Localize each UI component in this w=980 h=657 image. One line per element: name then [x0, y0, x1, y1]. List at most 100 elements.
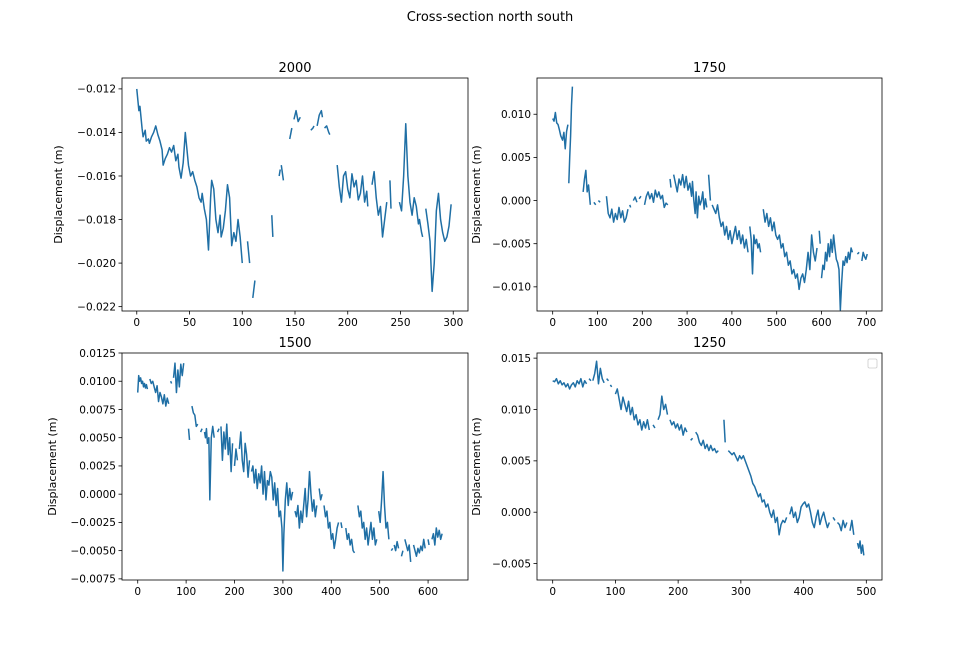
x-tick-label: 400: [321, 586, 341, 598]
series-line-segment-0-13: [389, 180, 392, 209]
series-line-segment-0-14: [398, 122, 424, 238]
x-tick-label: 100: [605, 586, 625, 598]
series-line-segment-3-12: [727, 450, 788, 536]
series-line-segment-0-15: [425, 192, 452, 293]
x-tick-label: 500: [370, 586, 390, 598]
x-tick-label: 0: [549, 317, 556, 329]
series-line-segment-3-5: [614, 388, 651, 431]
series-line-segment-2-26: [431, 527, 443, 546]
series-line-segment-3-16: [849, 519, 855, 535]
series-line-segment-1-14: [749, 226, 762, 275]
x-tick-label: 300: [731, 586, 751, 598]
chart-title: 2000: [278, 61, 311, 76]
series-line-segment-1-19: [861, 251, 868, 262]
series-line-segment-2-2: [169, 380, 173, 384]
x-tick-label: 700: [856, 317, 876, 329]
x-tick-label: 0: [549, 586, 556, 598]
series-line-segment-2-1: [149, 378, 170, 407]
series-line-segment-2-24: [412, 538, 426, 558]
x-tick-label: 100: [176, 586, 196, 598]
series-line-segment-0-0: [136, 88, 244, 264]
series-line-segment-3-8: [669, 419, 688, 436]
series-line-segment-0-3: [271, 215, 274, 237]
x-tick-label: 0: [134, 586, 141, 598]
y-tick-label: 0.0025: [79, 461, 116, 473]
y-tick-label: 0.0050: [79, 433, 116, 445]
series-line-segment-0-4: [278, 169, 281, 177]
y-tick-label: −0.018: [77, 214, 116, 226]
series-line-segment-1-4: [597, 199, 601, 203]
series-line-segment-3-1: [588, 378, 592, 382]
chart-panel-1: 0 100 200 300 400 500 600 700 −0.010 −0.005 0.000 0…: [470, 61, 883, 329]
series-line-segment-1-16: [818, 230, 821, 244]
x-tick-label: 100: [587, 317, 607, 329]
y-tick-label: 0.015: [501, 353, 531, 365]
x-tick-label: 400: [722, 317, 742, 329]
series-line-segment-2-18: [357, 505, 378, 546]
x-tick-label: 400: [794, 586, 814, 598]
y-tick-label: −0.020: [77, 258, 116, 270]
series-line-segment-2-6: [199, 428, 203, 433]
y-tick-label: −0.0025: [70, 517, 116, 529]
series-line-segment-1-3: [593, 201, 597, 206]
y-tick-label: −0.005: [492, 238, 531, 250]
y-tick-label: 0.0125: [79, 348, 116, 360]
x-tick-label: 200: [632, 317, 652, 329]
series-line-segment-1-9: [643, 189, 669, 209]
y-tick-label: 0.0075: [79, 404, 116, 416]
series-line-segment-0-1: [246, 241, 251, 264]
series-line-segment-0-2: [252, 280, 256, 299]
y-tick-label: −0.0050: [70, 545, 116, 557]
series-line-segment-3-0: [552, 377, 588, 390]
series-line-segment-2-21: [393, 540, 400, 552]
series-line-segment-1-17: [820, 234, 854, 311]
x-tick-label: 200: [224, 586, 244, 598]
series-line-segment-1-2: [582, 169, 592, 205]
series-line-segment-0-9: [316, 109, 324, 127]
series-line-segment-0-6: [288, 127, 293, 140]
y-tick-label: 0.010: [501, 404, 531, 416]
x-tick-label: 50: [183, 317, 196, 329]
series-line-segment-0-11: [336, 165, 369, 207]
y-tick-label: 0.0000: [79, 489, 116, 501]
y-tick-label: −0.014: [77, 127, 116, 139]
series-line-segment-2-23: [404, 539, 412, 562]
x-tick-label: 250: [390, 317, 410, 329]
y-tick-label: 0.0100: [79, 376, 116, 388]
series-line-segment-2-14: [318, 488, 323, 501]
x-tick-label: 100: [232, 317, 252, 329]
series-line-segment-3-15: [836, 519, 848, 532]
chart-panel-2: 0 100 200 300 400 500 600 −0.0075 −0.0050 −0.0025…: [46, 336, 469, 598]
series-line-segment-1-15: [762, 209, 818, 291]
series-line-segment-3-3: [606, 378, 610, 382]
series-line-segment-2-13: [294, 470, 318, 529]
series-line-segment-2-7: [203, 425, 215, 501]
series-line-segment-1-13: [711, 204, 749, 253]
y-tick-label: −0.016: [77, 171, 116, 183]
series-line-segment-0-12: [371, 170, 388, 238]
x-tick-label: 600: [418, 586, 438, 598]
series-line-segment-2-19: [377, 470, 390, 540]
series-line-segment-2-3: [172, 362, 185, 394]
x-tick-label: 500: [856, 586, 876, 598]
y-tick-label: −0.010: [492, 282, 531, 294]
axes-frame: [536, 77, 883, 312]
figure-suptitle: Cross-section north south: [406, 10, 574, 25]
y-tick-label: 0.010: [501, 109, 531, 121]
series-line-segment-3-11: [723, 419, 726, 443]
series-line-segment-2-0: [136, 374, 149, 393]
y-tick-label: 0.000: [501, 507, 531, 519]
legend-box: [867, 358, 878, 369]
series-line-segment-0-5: [280, 164, 285, 181]
y-tick-label: −0.022: [77, 301, 116, 313]
y-axis-label: Displacement (m): [470, 145, 483, 243]
series-line-segment-1-0: [552, 111, 569, 150]
series-line-segment-2-5: [191, 405, 199, 428]
chart-panel-3: 0 100 200 300 400 500 −0.005 0.000 0.005 0.010 0.0…: [470, 336, 883, 598]
y-tick-label: 0.005: [501, 152, 531, 164]
series-line-segment-3-2: [592, 360, 605, 385]
series-line-segment-1-6: [629, 204, 632, 208]
series-line-segment-0-8: [310, 125, 315, 131]
x-tick-label: 300: [443, 317, 463, 329]
